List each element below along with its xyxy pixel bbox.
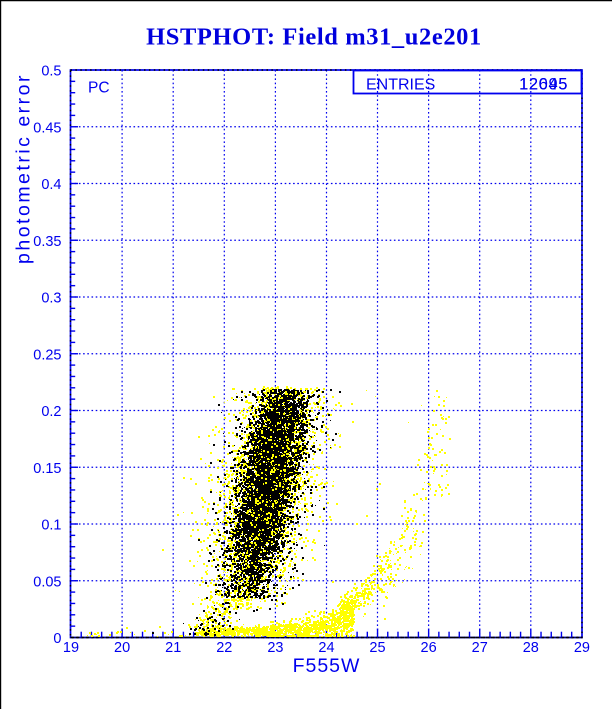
svg-text:0.3: 0.3 — [41, 291, 61, 307]
svg-text:0.05: 0.05 — [33, 575, 61, 591]
svg-text:HSTPHOT: Field m31_u2e201: HSTPHOT: Field m31_u2e201 — [146, 24, 482, 51]
svg-text:23: 23 — [267, 640, 283, 656]
svg-text:photometric error: photometric error — [13, 73, 35, 264]
svg-text:ENTRIES: ENTRIES — [366, 77, 435, 94]
svg-text:0.25: 0.25 — [33, 347, 61, 363]
svg-text:27: 27 — [472, 640, 488, 656]
svg-text:0.5: 0.5 — [41, 64, 61, 80]
svg-text:F555W: F555W — [293, 655, 361, 677]
svg-text:26: 26 — [421, 640, 437, 656]
svg-text:28: 28 — [523, 640, 539, 656]
svg-text:21: 21 — [165, 640, 181, 656]
svg-text:PC: PC — [88, 80, 110, 97]
svg-text:0.4: 0.4 — [41, 177, 61, 193]
svg-text:12645: 12645 — [519, 76, 568, 94]
svg-text:29: 29 — [574, 640, 590, 656]
svg-text:0: 0 — [53, 631, 61, 647]
svg-text:0.45: 0.45 — [33, 120, 61, 136]
svg-text:0.2: 0.2 — [41, 404, 61, 420]
svg-text:0.15: 0.15 — [33, 461, 61, 477]
svg-text:22: 22 — [216, 640, 232, 656]
svg-text:0.1: 0.1 — [41, 518, 61, 534]
svg-text:20: 20 — [114, 640, 130, 656]
svg-text:24: 24 — [318, 640, 334, 656]
svg-text:19: 19 — [63, 640, 79, 656]
svg-text:25: 25 — [369, 640, 385, 656]
svg-text:12095: 12095 — [519, 76, 568, 94]
svg-text:0.35: 0.35 — [33, 234, 61, 250]
